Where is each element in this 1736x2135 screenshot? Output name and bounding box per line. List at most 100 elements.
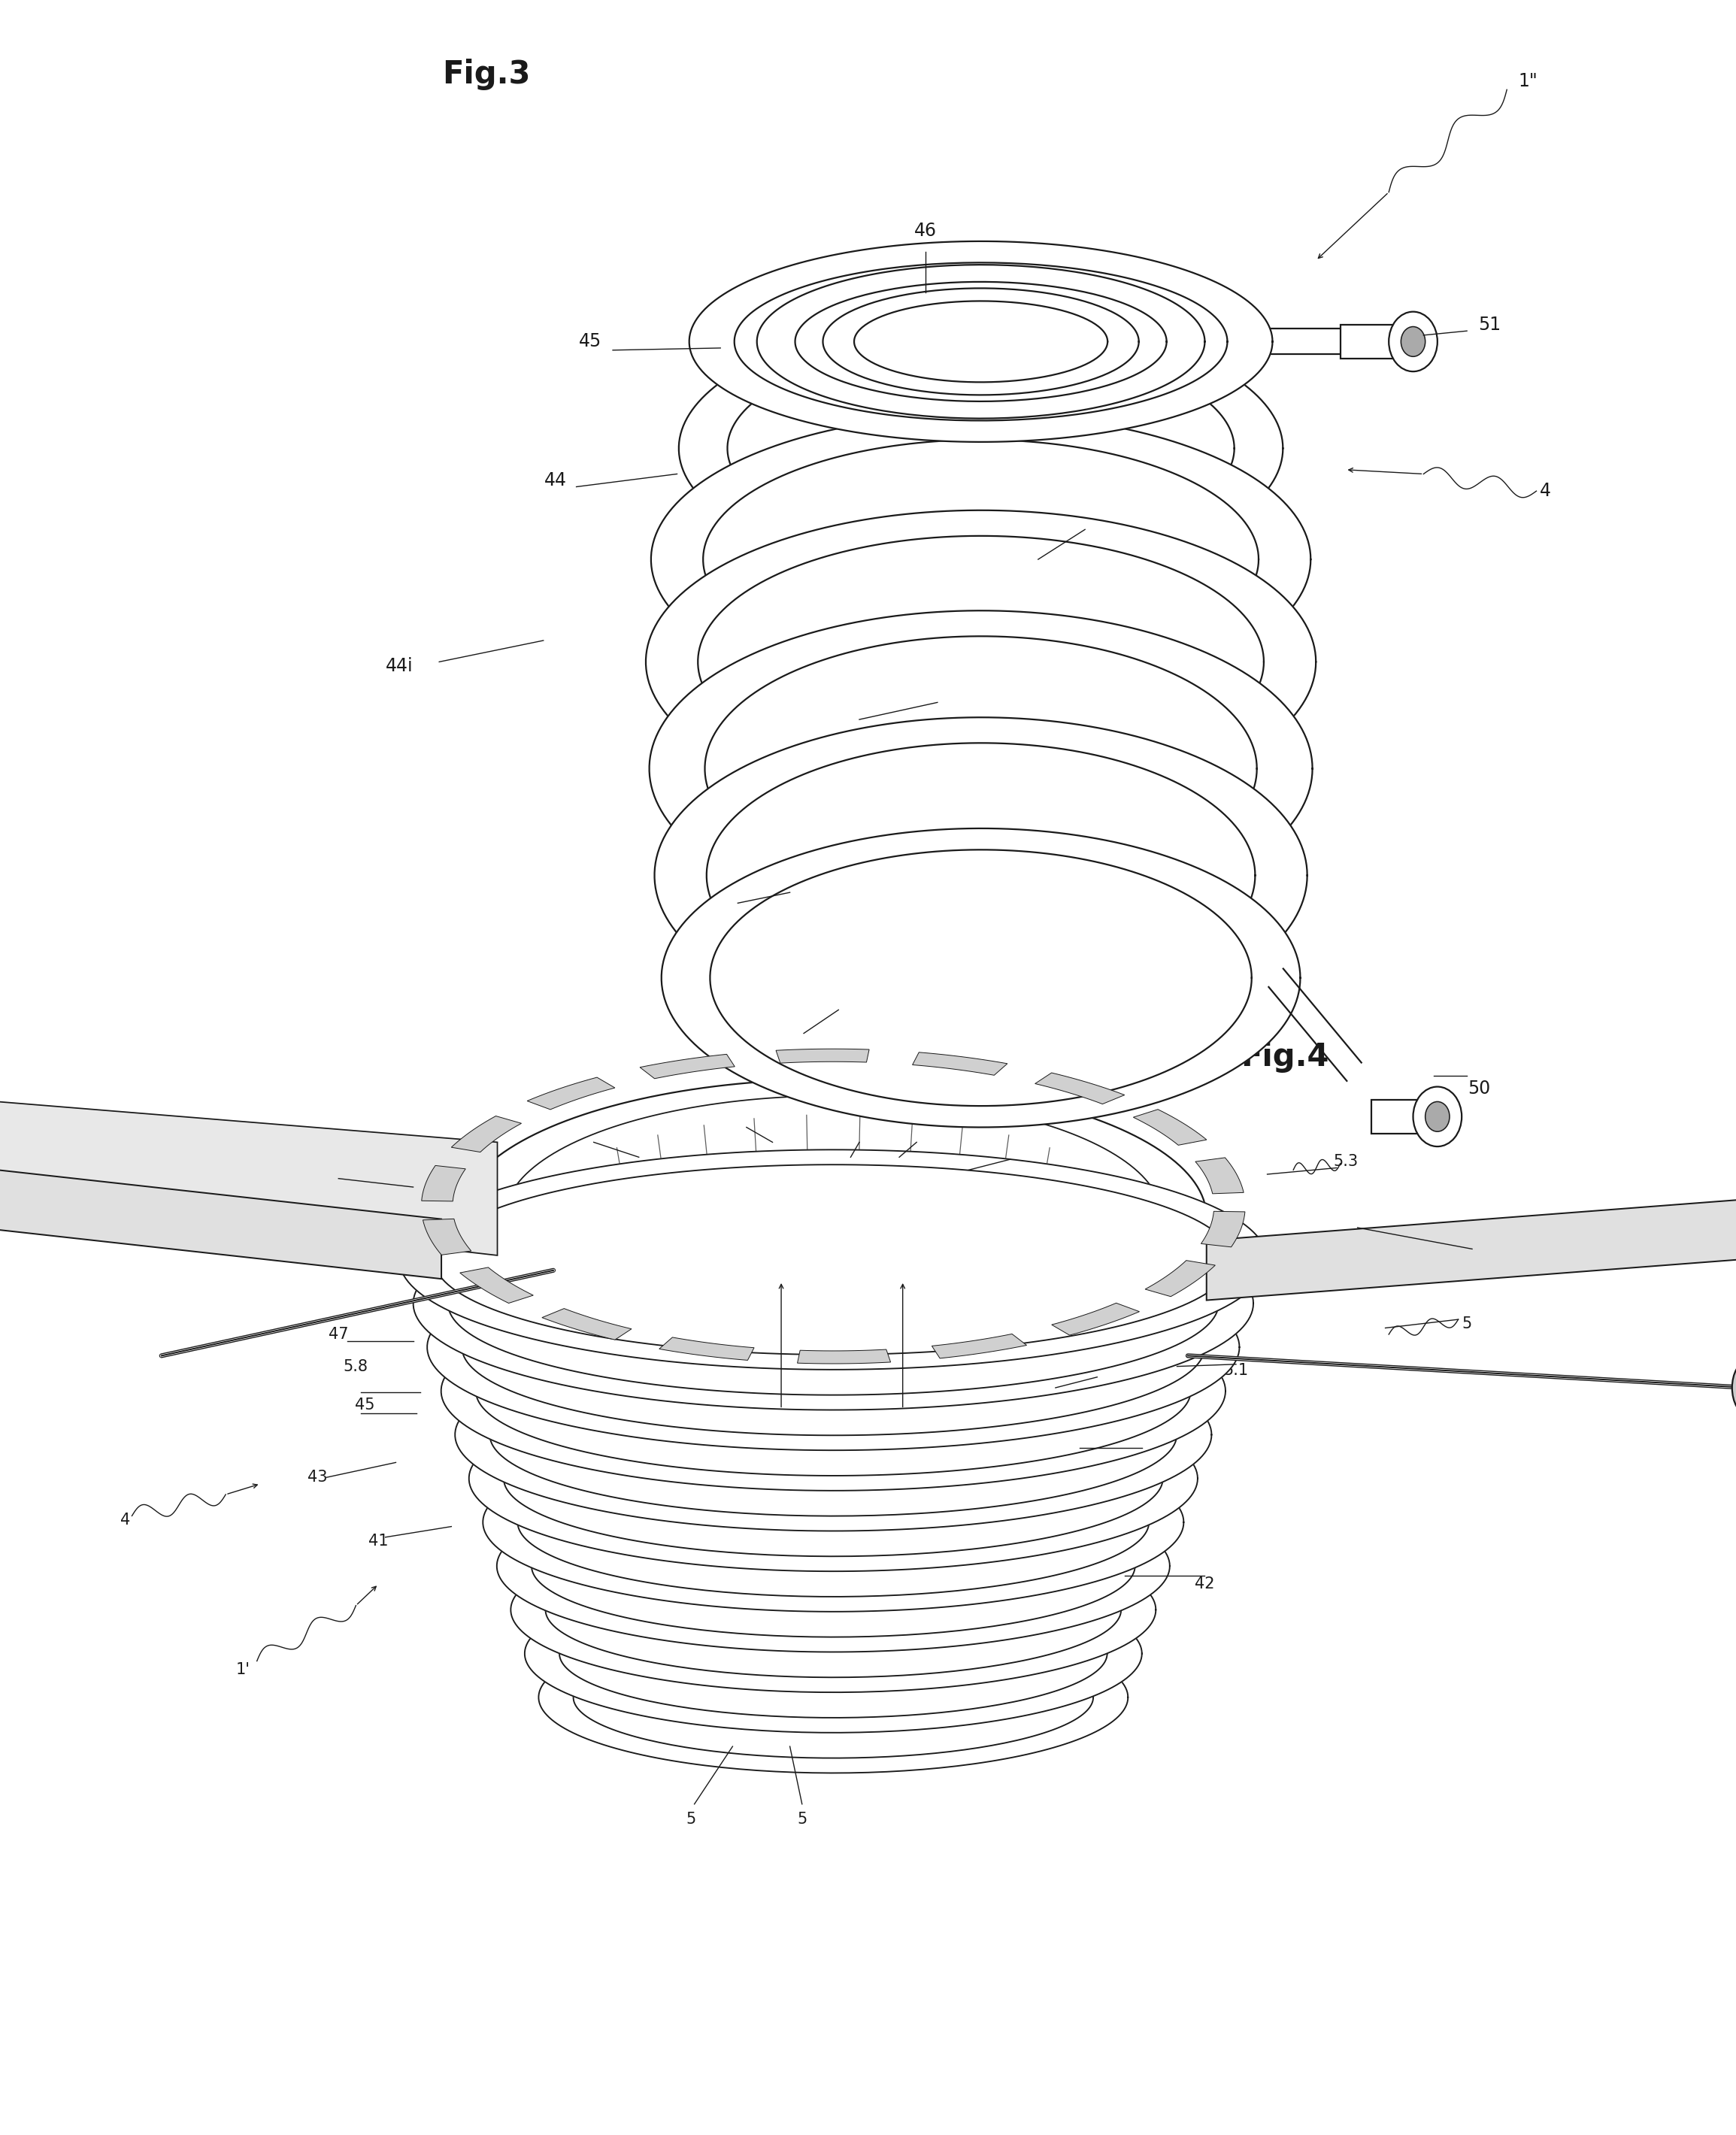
Text: 43: 43: [1083, 515, 1104, 532]
Text: 20: 20: [844, 1127, 865, 1144]
Polygon shape: [698, 536, 1264, 788]
Text: 45: 45: [578, 333, 602, 350]
Polygon shape: [710, 850, 1252, 1106]
Polygon shape: [528, 1078, 615, 1110]
Polygon shape: [854, 301, 1108, 382]
Text: 43: 43: [840, 728, 861, 745]
Polygon shape: [1035, 1072, 1125, 1104]
Polygon shape: [545, 1541, 1121, 1678]
Ellipse shape: [1733, 1362, 1736, 1416]
Polygon shape: [0, 1095, 496, 1255]
Polygon shape: [496, 1480, 1170, 1652]
Polygon shape: [1196, 1157, 1243, 1193]
Polygon shape: [542, 1309, 632, 1341]
Polygon shape: [422, 1166, 465, 1202]
Text: 5.1: 5.1: [1224, 1362, 1248, 1379]
Polygon shape: [0, 1155, 441, 1279]
Polygon shape: [469, 1386, 1198, 1571]
Text: 44: 44: [1132, 1448, 1153, 1465]
Ellipse shape: [1389, 312, 1437, 371]
Text: 47: 47: [328, 1326, 349, 1343]
Text: 41: 41: [792, 1044, 812, 1061]
Text: 5: 5: [686, 1810, 696, 1828]
Polygon shape: [424, 1219, 470, 1255]
Polygon shape: [823, 288, 1139, 395]
Ellipse shape: [1401, 327, 1425, 357]
Polygon shape: [734, 263, 1227, 421]
Polygon shape: [559, 1588, 1108, 1719]
Text: 20: 20: [901, 1127, 922, 1144]
Polygon shape: [448, 1213, 1219, 1394]
Bar: [1340, 325, 1406, 359]
Ellipse shape: [1413, 1087, 1462, 1146]
Text: 44i: 44i: [385, 658, 413, 675]
Polygon shape: [413, 1198, 1253, 1409]
Polygon shape: [641, 1055, 734, 1078]
Text: 1': 1': [236, 1661, 250, 1678]
Polygon shape: [705, 636, 1257, 901]
Polygon shape: [455, 1339, 1212, 1531]
Polygon shape: [757, 265, 1205, 418]
Polygon shape: [797, 1349, 891, 1364]
Polygon shape: [703, 440, 1259, 679]
Polygon shape: [932, 1334, 1026, 1358]
Polygon shape: [490, 1354, 1177, 1516]
Polygon shape: [460, 1080, 1207, 1354]
Text: 45: 45: [354, 1396, 375, 1413]
Text: 42: 42: [1194, 1576, 1215, 1593]
Polygon shape: [510, 1527, 1156, 1693]
Polygon shape: [661, 828, 1300, 1127]
Text: 4: 4: [120, 1512, 130, 1529]
Polygon shape: [531, 1494, 1135, 1638]
Text: 51: 51: [1477, 316, 1502, 333]
Polygon shape: [1201, 1211, 1245, 1247]
Text: 2: 2: [738, 1112, 748, 1129]
Polygon shape: [573, 1638, 1094, 1757]
Polygon shape: [651, 414, 1311, 705]
Text: 42: 42: [719, 914, 740, 931]
Text: 5.2: 5.2: [1472, 1247, 1496, 1264]
Polygon shape: [795, 282, 1167, 401]
Ellipse shape: [1425, 1102, 1450, 1132]
Text: 44: 44: [545, 472, 566, 489]
Text: 50: 50: [1467, 1080, 1491, 1097]
Polygon shape: [1146, 1260, 1215, 1296]
Text: 46: 46: [915, 222, 936, 239]
Polygon shape: [649, 611, 1312, 927]
Polygon shape: [505, 1095, 1161, 1339]
Polygon shape: [524, 1573, 1142, 1734]
Text: 5: 5: [1462, 1315, 1472, 1332]
Polygon shape: [689, 241, 1272, 442]
Text: 5.8: 5.8: [344, 1358, 368, 1375]
Text: 5.6: 5.6: [332, 1161, 356, 1179]
Text: 1": 1": [1517, 73, 1538, 90]
Text: Fig.4: Fig.4: [1241, 1042, 1328, 1072]
Polygon shape: [460, 1268, 533, 1302]
Text: 4: 4: [1540, 483, 1550, 500]
Polygon shape: [462, 1260, 1205, 1435]
Text: 46: 46: [1087, 1375, 1108, 1392]
Polygon shape: [646, 510, 1316, 813]
Text: Fig.3: Fig.3: [443, 60, 529, 90]
Polygon shape: [451, 1117, 521, 1153]
Polygon shape: [707, 743, 1255, 1008]
Text: 5.4: 5.4: [995, 1144, 1019, 1161]
Text: 41: 41: [368, 1533, 389, 1550]
Polygon shape: [476, 1307, 1191, 1475]
Polygon shape: [434, 1166, 1233, 1354]
Polygon shape: [538, 1623, 1128, 1772]
Text: 5.3: 5.3: [1333, 1153, 1358, 1170]
Polygon shape: [913, 1053, 1007, 1076]
Bar: [1371, 1100, 1437, 1134]
Polygon shape: [654, 717, 1307, 1033]
Polygon shape: [1207, 1198, 1736, 1300]
Polygon shape: [441, 1292, 1226, 1490]
Polygon shape: [517, 1448, 1149, 1597]
Polygon shape: [660, 1337, 753, 1360]
Polygon shape: [503, 1401, 1163, 1556]
Polygon shape: [427, 1245, 1240, 1450]
Polygon shape: [399, 1151, 1267, 1369]
Polygon shape: [1134, 1110, 1207, 1144]
Polygon shape: [483, 1433, 1184, 1612]
Polygon shape: [1052, 1302, 1139, 1334]
